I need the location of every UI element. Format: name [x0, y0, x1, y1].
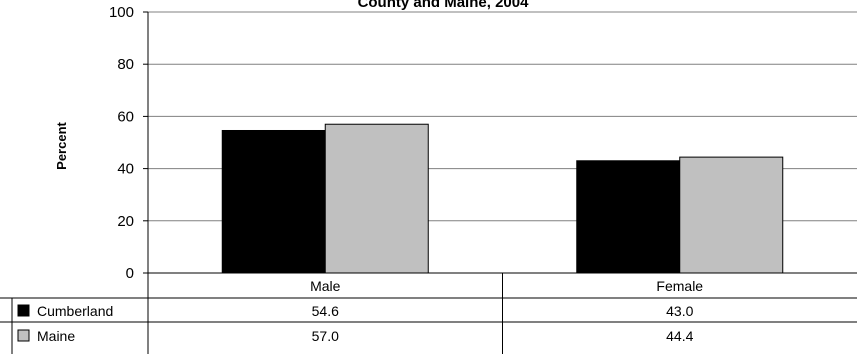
y-tick-label-100: 100: [109, 4, 134, 21]
y-axis-ticks: 0 20 40 60 80 100: [109, 4, 148, 282]
data-table: Male Female Cumberland 54.6 43.0 Maine 57.0 44.…: [0, 273, 857, 354]
data-label-maine-female: 44.4: [666, 328, 693, 344]
y-tick-label-20: 20: [117, 213, 134, 230]
category-label-male: Male: [310, 278, 341, 294]
bar-cumberland-male: [221, 129, 326, 274]
legend-key-maine: [17, 329, 30, 342]
bar-cumberland-female: [576, 160, 681, 274]
bar-maine-female: [679, 156, 784, 274]
legend-label-maine: Maine: [37, 328, 75, 344]
y-axis-label: Percent: [54, 121, 69, 169]
bar-maine-male: [324, 123, 429, 274]
data-label-maine-male: 57.0: [312, 328, 339, 344]
legend-key-cumberland: [17, 304, 30, 317]
y-tick-label-0: 0: [126, 265, 134, 282]
chart-title: County and Maine, 2004: [358, 0, 530, 11]
y-tick-label-80: 80: [117, 56, 134, 73]
y-tick-label-40: 40: [117, 161, 134, 178]
y-tick-label-60: 60: [117, 108, 134, 125]
bars: [221, 123, 784, 274]
legend-label-cumberland: Cumberland: [37, 303, 113, 319]
category-label-female: Female: [656, 278, 703, 294]
data-label-cumberland-female: 43.0: [666, 303, 693, 319]
data-label-cumberland-male: 54.6: [312, 303, 339, 319]
